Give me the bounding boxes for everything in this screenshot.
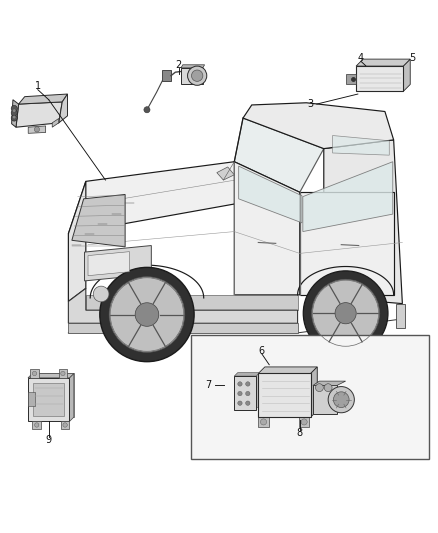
Polygon shape	[70, 374, 74, 422]
Polygon shape	[311, 367, 317, 417]
Polygon shape	[234, 373, 260, 376]
Circle shape	[93, 286, 109, 302]
Polygon shape	[234, 376, 256, 410]
Polygon shape	[300, 192, 394, 295]
Polygon shape	[356, 59, 410, 66]
Polygon shape	[258, 367, 317, 374]
Polygon shape	[217, 167, 234, 180]
Polygon shape	[162, 70, 171, 81]
Text: 8: 8	[297, 429, 303, 438]
Circle shape	[12, 116, 16, 119]
Circle shape	[246, 391, 250, 395]
Polygon shape	[299, 417, 309, 427]
Text: 6: 6	[259, 346, 265, 356]
Text: 3: 3	[307, 99, 314, 109]
Circle shape	[333, 392, 349, 408]
Circle shape	[61, 372, 65, 376]
Polygon shape	[181, 68, 203, 84]
Polygon shape	[403, 59, 410, 92]
Polygon shape	[181, 65, 205, 68]
Text: 4: 4	[358, 53, 364, 63]
Polygon shape	[234, 118, 324, 192]
Circle shape	[246, 382, 250, 386]
Circle shape	[144, 107, 150, 113]
Circle shape	[312, 279, 379, 347]
Circle shape	[238, 391, 242, 395]
Polygon shape	[59, 94, 67, 123]
Circle shape	[32, 372, 37, 376]
Circle shape	[63, 423, 67, 427]
Polygon shape	[12, 100, 18, 127]
Circle shape	[301, 419, 307, 425]
Polygon shape	[258, 417, 269, 427]
Polygon shape	[59, 369, 67, 378]
Polygon shape	[238, 373, 260, 407]
Polygon shape	[396, 304, 405, 328]
Polygon shape	[16, 102, 62, 127]
Polygon shape	[234, 161, 300, 295]
Polygon shape	[68, 323, 297, 333]
Text: 7: 7	[205, 380, 211, 390]
Circle shape	[315, 384, 323, 392]
Polygon shape	[68, 161, 300, 234]
Circle shape	[261, 419, 267, 425]
Polygon shape	[18, 94, 67, 104]
Polygon shape	[88, 252, 130, 276]
Circle shape	[11, 110, 17, 116]
Polygon shape	[33, 383, 64, 416]
Circle shape	[238, 401, 242, 405]
Polygon shape	[32, 422, 41, 430]
Polygon shape	[28, 126, 46, 133]
Circle shape	[11, 115, 17, 121]
Polygon shape	[32, 374, 74, 417]
Circle shape	[187, 66, 207, 85]
Circle shape	[328, 386, 354, 413]
Circle shape	[303, 271, 388, 356]
Polygon shape	[265, 367, 317, 410]
Circle shape	[191, 70, 203, 82]
Polygon shape	[239, 166, 302, 223]
Circle shape	[238, 382, 242, 386]
Polygon shape	[313, 381, 346, 385]
Text: 9: 9	[46, 435, 52, 445]
Polygon shape	[30, 369, 39, 378]
Polygon shape	[313, 385, 337, 414]
Circle shape	[35, 423, 39, 427]
Polygon shape	[61, 422, 70, 430]
Polygon shape	[72, 195, 125, 247]
Circle shape	[335, 303, 356, 324]
Circle shape	[11, 106, 17, 111]
Polygon shape	[52, 118, 59, 127]
Polygon shape	[332, 135, 389, 155]
Polygon shape	[356, 66, 403, 92]
Circle shape	[109, 277, 185, 352]
Circle shape	[34, 127, 39, 132]
Polygon shape	[28, 392, 35, 406]
Polygon shape	[28, 374, 74, 378]
Circle shape	[100, 268, 194, 362]
Polygon shape	[85, 246, 151, 281]
Circle shape	[12, 109, 16, 112]
Text: 5: 5	[409, 53, 415, 63]
Polygon shape	[28, 378, 70, 422]
Circle shape	[246, 401, 250, 405]
Polygon shape	[303, 161, 393, 231]
Text: 1: 1	[35, 81, 41, 91]
Polygon shape	[68, 181, 86, 302]
FancyBboxPatch shape	[191, 335, 428, 459]
Polygon shape	[68, 288, 297, 323]
Circle shape	[135, 303, 159, 326]
Polygon shape	[346, 74, 356, 84]
Polygon shape	[324, 140, 403, 304]
Polygon shape	[86, 295, 297, 310]
Circle shape	[324, 384, 332, 392]
Text: 2: 2	[176, 60, 182, 70]
Polygon shape	[258, 374, 311, 417]
Polygon shape	[243, 103, 394, 149]
